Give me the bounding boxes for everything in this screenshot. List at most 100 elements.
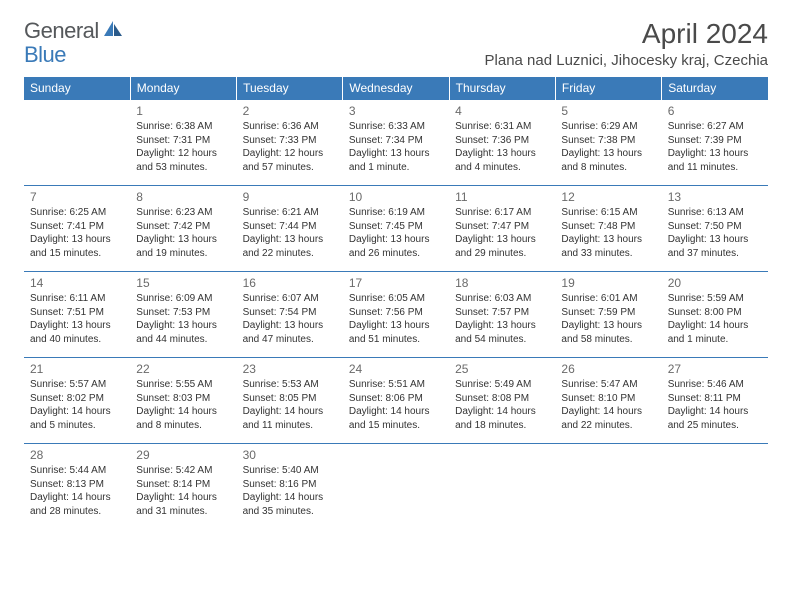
weekday-header: Friday bbox=[555, 77, 661, 100]
calendar-head: SundayMondayTuesdayWednesdayThursdayFrid… bbox=[24, 77, 768, 100]
daylight-text: Daylight: 14 hours and 35 minutes. bbox=[243, 491, 337, 518]
sunset-text: Sunset: 7:39 PM bbox=[668, 134, 762, 148]
week-row: 14Sunrise: 6:11 AMSunset: 7:51 PMDayligh… bbox=[24, 272, 768, 358]
sunrise-text: Sunrise: 5:40 AM bbox=[243, 464, 337, 478]
sunset-text: Sunset: 7:51 PM bbox=[30, 306, 124, 320]
sunset-text: Sunset: 7:42 PM bbox=[136, 220, 230, 234]
sunrise-text: Sunrise: 6:33 AM bbox=[349, 120, 443, 134]
sunset-text: Sunset: 7:33 PM bbox=[243, 134, 337, 148]
day-cell: 22Sunrise: 5:55 AMSunset: 8:03 PMDayligh… bbox=[130, 358, 236, 444]
sunrise-text: Sunrise: 6:29 AM bbox=[561, 120, 655, 134]
day-cell: 28Sunrise: 5:44 AMSunset: 8:13 PMDayligh… bbox=[24, 444, 130, 530]
daylight-text: Daylight: 13 hours and 47 minutes. bbox=[243, 319, 337, 346]
day-cell: 16Sunrise: 6:07 AMSunset: 7:54 PMDayligh… bbox=[237, 272, 343, 358]
day-cell: 15Sunrise: 6:09 AMSunset: 7:53 PMDayligh… bbox=[130, 272, 236, 358]
week-row: 7Sunrise: 6:25 AMSunset: 7:41 PMDaylight… bbox=[24, 186, 768, 272]
sunrise-text: Sunrise: 6:38 AM bbox=[136, 120, 230, 134]
day-number: 14 bbox=[30, 275, 124, 291]
day-cell: 19Sunrise: 6:01 AMSunset: 7:59 PMDayligh… bbox=[555, 272, 661, 358]
day-number: 21 bbox=[30, 361, 124, 377]
sunrise-text: Sunrise: 6:36 AM bbox=[243, 120, 337, 134]
day-number: 25 bbox=[455, 361, 549, 377]
calendar-table: SundayMondayTuesdayWednesdayThursdayFrid… bbox=[24, 77, 768, 530]
day-number: 13 bbox=[668, 189, 762, 205]
daylight-text: Daylight: 14 hours and 8 minutes. bbox=[136, 405, 230, 432]
daylight-text: Daylight: 13 hours and 11 minutes. bbox=[668, 147, 762, 174]
sunset-text: Sunset: 8:16 PM bbox=[243, 478, 337, 492]
day-cell: 13Sunrise: 6:13 AMSunset: 7:50 PMDayligh… bbox=[662, 186, 768, 272]
logo-subtext: Blue bbox=[24, 42, 66, 68]
day-number: 22 bbox=[136, 361, 230, 377]
day-number: 4 bbox=[455, 103, 549, 119]
sunset-text: Sunset: 7:48 PM bbox=[561, 220, 655, 234]
logo-text-general: General bbox=[24, 18, 99, 44]
sunset-text: Sunset: 7:59 PM bbox=[561, 306, 655, 320]
sunset-text: Sunset: 7:57 PM bbox=[455, 306, 549, 320]
day-cell: 4Sunrise: 6:31 AMSunset: 7:36 PMDaylight… bbox=[449, 100, 555, 186]
daylight-text: Daylight: 14 hours and 5 minutes. bbox=[30, 405, 124, 432]
sunset-text: Sunset: 8:02 PM bbox=[30, 392, 124, 406]
daylight-text: Daylight: 13 hours and 33 minutes. bbox=[561, 233, 655, 260]
daylight-text: Daylight: 13 hours and 22 minutes. bbox=[243, 233, 337, 260]
day-number: 7 bbox=[30, 189, 124, 205]
day-number: 3 bbox=[349, 103, 443, 119]
weekday-row: SundayMondayTuesdayWednesdayThursdayFrid… bbox=[24, 77, 768, 100]
day-cell bbox=[24, 100, 130, 186]
sunset-text: Sunset: 7:54 PM bbox=[243, 306, 337, 320]
sunrise-text: Sunrise: 5:49 AM bbox=[455, 378, 549, 392]
daylight-text: Daylight: 13 hours and 40 minutes. bbox=[30, 319, 124, 346]
daylight-text: Daylight: 13 hours and 1 minute. bbox=[349, 147, 443, 174]
sunset-text: Sunset: 8:03 PM bbox=[136, 392, 230, 406]
sunset-text: Sunset: 7:36 PM bbox=[455, 134, 549, 148]
day-cell: 24Sunrise: 5:51 AMSunset: 8:06 PMDayligh… bbox=[343, 358, 449, 444]
day-cell: 5Sunrise: 6:29 AMSunset: 7:38 PMDaylight… bbox=[555, 100, 661, 186]
daylight-text: Daylight: 13 hours and 58 minutes. bbox=[561, 319, 655, 346]
daylight-text: Daylight: 14 hours and 25 minutes. bbox=[668, 405, 762, 432]
daylight-text: Daylight: 13 hours and 15 minutes. bbox=[30, 233, 124, 260]
daylight-text: Daylight: 13 hours and 51 minutes. bbox=[349, 319, 443, 346]
sunset-text: Sunset: 8:05 PM bbox=[243, 392, 337, 406]
day-cell: 1Sunrise: 6:38 AMSunset: 7:31 PMDaylight… bbox=[130, 100, 236, 186]
sunset-text: Sunset: 7:56 PM bbox=[349, 306, 443, 320]
day-cell: 30Sunrise: 5:40 AMSunset: 8:16 PMDayligh… bbox=[237, 444, 343, 530]
sunrise-text: Sunrise: 6:17 AM bbox=[455, 206, 549, 220]
sunset-text: Sunset: 7:50 PM bbox=[668, 220, 762, 234]
daylight-text: Daylight: 13 hours and 26 minutes. bbox=[349, 233, 443, 260]
day-cell bbox=[555, 444, 661, 530]
daylight-text: Daylight: 13 hours and 44 minutes. bbox=[136, 319, 230, 346]
sunrise-text: Sunrise: 6:09 AM bbox=[136, 292, 230, 306]
sunset-text: Sunset: 8:08 PM bbox=[455, 392, 549, 406]
sunrise-text: Sunrise: 6:11 AM bbox=[30, 292, 124, 306]
sunset-text: Sunset: 7:38 PM bbox=[561, 134, 655, 148]
daylight-text: Daylight: 14 hours and 11 minutes. bbox=[243, 405, 337, 432]
sunset-text: Sunset: 7:34 PM bbox=[349, 134, 443, 148]
location-text: Plana nad Luznici, Jihocesky kraj, Czech… bbox=[485, 52, 768, 69]
week-row: 28Sunrise: 5:44 AMSunset: 8:13 PMDayligh… bbox=[24, 444, 768, 530]
weekday-header: Saturday bbox=[662, 77, 768, 100]
day-cell: 17Sunrise: 6:05 AMSunset: 7:56 PMDayligh… bbox=[343, 272, 449, 358]
day-number: 15 bbox=[136, 275, 230, 291]
month-title: April 2024 bbox=[485, 18, 768, 50]
day-cell: 6Sunrise: 6:27 AMSunset: 7:39 PMDaylight… bbox=[662, 100, 768, 186]
daylight-text: Daylight: 13 hours and 19 minutes. bbox=[136, 233, 230, 260]
day-cell bbox=[449, 444, 555, 530]
daylight-text: Daylight: 12 hours and 57 minutes. bbox=[243, 147, 337, 174]
calendar-body: 1Sunrise: 6:38 AMSunset: 7:31 PMDaylight… bbox=[24, 100, 768, 530]
day-cell: 2Sunrise: 6:36 AMSunset: 7:33 PMDaylight… bbox=[237, 100, 343, 186]
week-row: 1Sunrise: 6:38 AMSunset: 7:31 PMDaylight… bbox=[24, 100, 768, 186]
day-number: 24 bbox=[349, 361, 443, 377]
daylight-text: Daylight: 14 hours and 15 minutes. bbox=[349, 405, 443, 432]
day-number: 23 bbox=[243, 361, 337, 377]
logo: General bbox=[24, 18, 126, 44]
sunrise-text: Sunrise: 6:03 AM bbox=[455, 292, 549, 306]
sunrise-text: Sunrise: 6:07 AM bbox=[243, 292, 337, 306]
sunset-text: Sunset: 7:44 PM bbox=[243, 220, 337, 234]
day-cell: 10Sunrise: 6:19 AMSunset: 7:45 PMDayligh… bbox=[343, 186, 449, 272]
day-number: 17 bbox=[349, 275, 443, 291]
sunset-text: Sunset: 8:14 PM bbox=[136, 478, 230, 492]
day-cell: 9Sunrise: 6:21 AMSunset: 7:44 PMDaylight… bbox=[237, 186, 343, 272]
day-cell: 29Sunrise: 5:42 AMSunset: 8:14 PMDayligh… bbox=[130, 444, 236, 530]
day-cell bbox=[662, 444, 768, 530]
sunrise-text: Sunrise: 5:42 AM bbox=[136, 464, 230, 478]
sunset-text: Sunset: 8:10 PM bbox=[561, 392, 655, 406]
